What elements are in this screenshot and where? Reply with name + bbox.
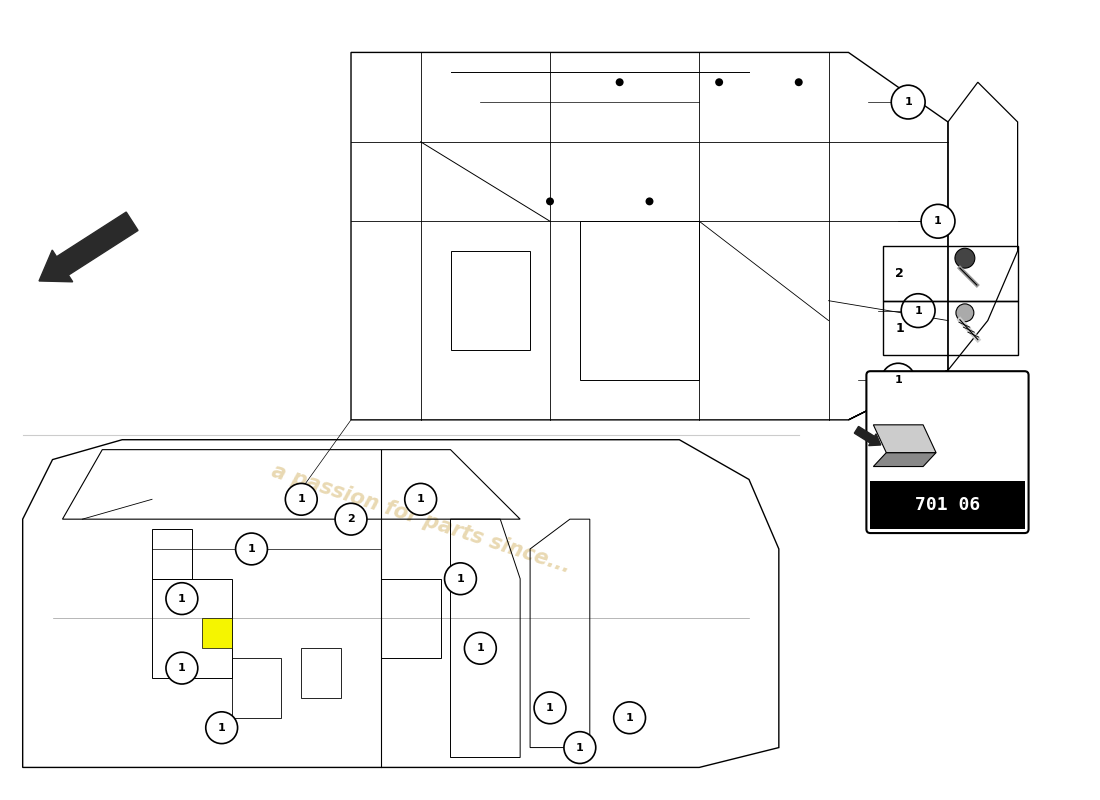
Circle shape <box>546 198 554 206</box>
Circle shape <box>715 78 723 86</box>
FancyBboxPatch shape <box>867 371 1028 533</box>
Text: 701 06: 701 06 <box>915 496 980 514</box>
Circle shape <box>535 692 565 724</box>
Circle shape <box>616 78 624 86</box>
Text: 1: 1 <box>218 722 226 733</box>
Circle shape <box>166 582 198 614</box>
Circle shape <box>956 304 974 322</box>
Circle shape <box>444 563 476 594</box>
Circle shape <box>955 248 975 268</box>
Text: 1: 1 <box>417 494 425 504</box>
Polygon shape <box>873 453 936 466</box>
Circle shape <box>235 533 267 565</box>
Circle shape <box>646 198 653 206</box>
Text: 1: 1 <box>934 216 942 226</box>
Text: 1: 1 <box>178 663 186 673</box>
Polygon shape <box>870 482 1024 529</box>
Text: 2: 2 <box>895 267 904 280</box>
Circle shape <box>166 652 198 684</box>
Circle shape <box>891 86 925 119</box>
Text: 1: 1 <box>476 643 484 654</box>
Text: 1: 1 <box>297 494 305 504</box>
Text: 1: 1 <box>178 594 186 604</box>
Text: 1: 1 <box>894 375 902 385</box>
Polygon shape <box>201 618 232 648</box>
Text: a passion for parts since...: a passion for parts since... <box>268 462 573 577</box>
Text: 1: 1 <box>248 544 255 554</box>
Text: 1: 1 <box>456 574 464 584</box>
Circle shape <box>614 702 646 734</box>
Circle shape <box>901 294 935 327</box>
Text: 1: 1 <box>626 713 634 722</box>
Circle shape <box>564 732 596 763</box>
Text: 1: 1 <box>904 97 912 107</box>
Circle shape <box>921 204 955 238</box>
FancyArrow shape <box>855 426 881 446</box>
FancyArrow shape <box>39 212 138 282</box>
Circle shape <box>405 483 437 515</box>
Circle shape <box>206 712 238 743</box>
Polygon shape <box>873 425 936 453</box>
Circle shape <box>285 483 317 515</box>
Text: 1: 1 <box>546 703 554 713</box>
Circle shape <box>464 632 496 664</box>
Text: 1: 1 <box>914 306 922 316</box>
Text: 2: 2 <box>348 514 355 524</box>
Text: 1: 1 <box>576 742 584 753</box>
Text: 1: 1 <box>895 322 904 334</box>
Circle shape <box>336 503 367 535</box>
Circle shape <box>881 363 915 397</box>
Circle shape <box>795 78 803 86</box>
